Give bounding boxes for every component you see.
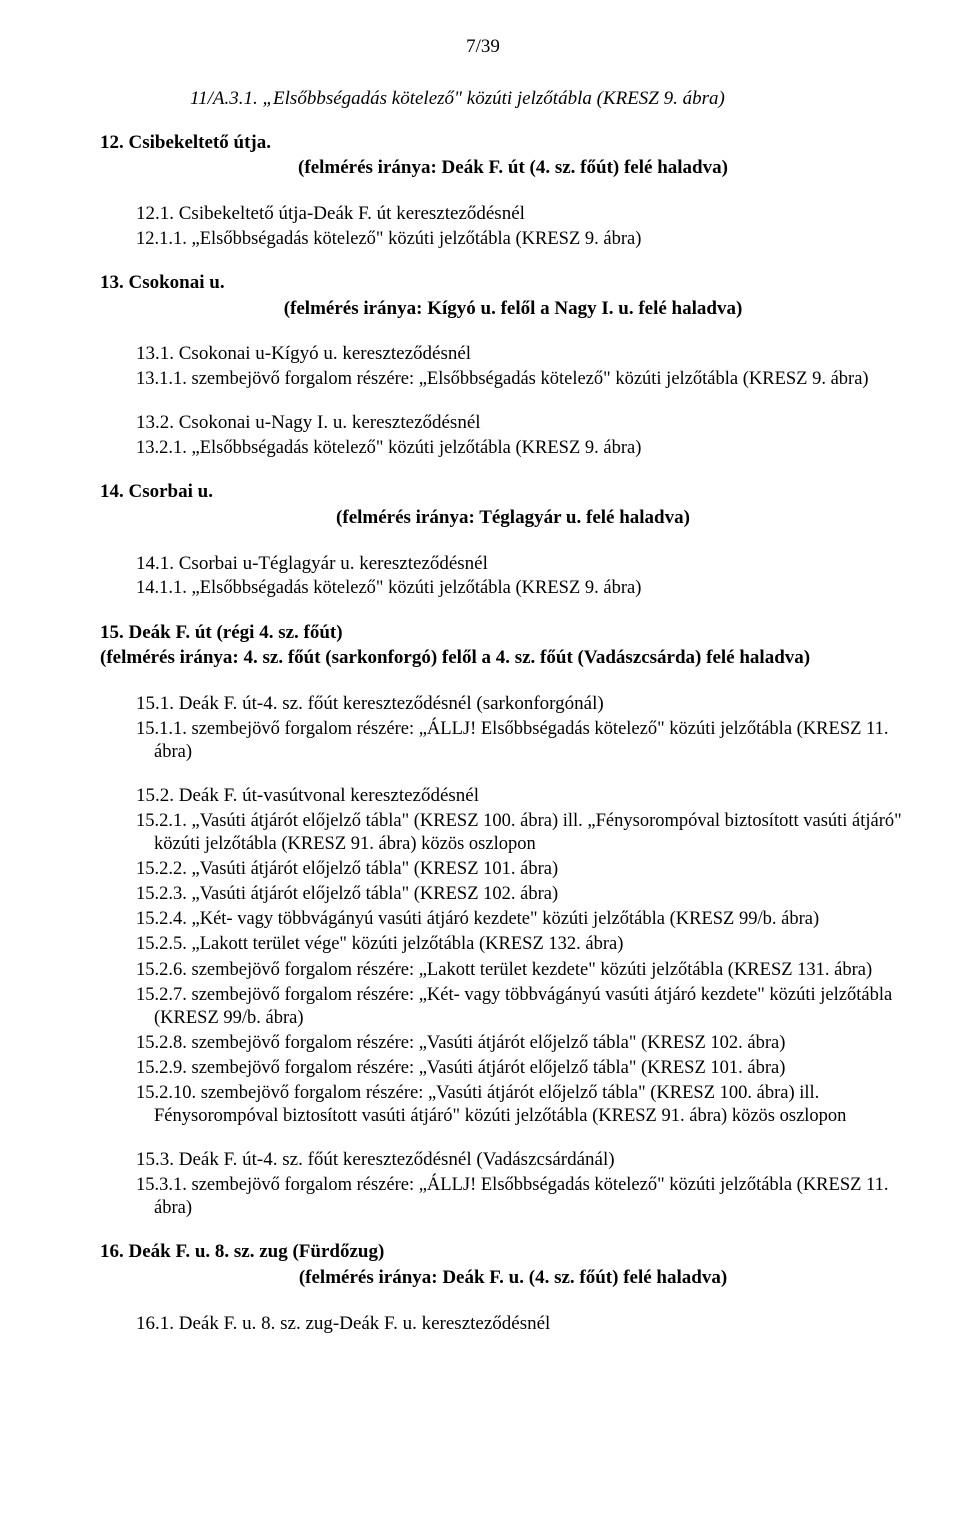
line-15-2-3: 15.2.3. „Vasúti átjárót előjelző tábla" …	[100, 883, 926, 906]
item-13-1-heading: 13.1. Csokonai u-Kígyó u. kereszteződésn…	[100, 342, 926, 366]
line-15-2-4: 15.2.4. „Két- vagy többvágányú vasúti át…	[100, 908, 926, 931]
section-12-sub: (felmérés iránya: Deák F. út (4. sz. főú…	[100, 156, 926, 180]
line-15-2-7: 15.2.7. szembejövő forgalom részére: „Ké…	[100, 984, 926, 1030]
section-16-sub: (felmérés iránya: Deák F. u. (4. sz. főú…	[100, 1266, 926, 1290]
line-15-2-9: 15.2.9. szembejövő forgalom részére: „Va…	[100, 1057, 926, 1080]
item-15-2-heading: 15.2. Deák F. út-vasútvonal kereszteződé…	[100, 784, 926, 808]
line-15-2-6: 15.2.6. szembejövő forgalom részére: „La…	[100, 959, 926, 982]
line-15-2-5: 15.2.5. „Lakott terület vége" közúti jel…	[100, 933, 926, 956]
section-14-sub: (felmérés iránya: Téglagyár u. felé hala…	[100, 506, 926, 530]
item-14-1-heading: 14.1. Csorbai u-Téglagyár u. kereszteződ…	[100, 552, 926, 576]
section-16-heading: 16. Deák F. u. 8. sz. zug (Fürdőzug)	[100, 1240, 926, 1264]
line-14-1-1: 14.1.1. „Elsőbbségadás kötelező" közúti …	[100, 577, 926, 600]
top-italic-line: 11/A.3.1. „Elsőbbségadás kötelező" közút…	[100, 87, 926, 111]
page-number: 7/39	[40, 35, 926, 59]
section-14-heading: 14. Csorbai u.	[100, 480, 926, 504]
line-13-2-1: 13.2.1. „Elsőbbségadás kötelező" közúti …	[100, 437, 926, 460]
line-12-1-1: 12.1.1. „Elsőbbségadás kötelező" közúti …	[100, 228, 926, 251]
item-15-1-heading: 15.1. Deák F. út-4. sz. főút kereszteződ…	[100, 692, 926, 716]
line-15-3-1: 15.3.1. szembejövő forgalom részére: „ÁL…	[100, 1174, 926, 1220]
line-15-2-10: 15.2.10. szembejövő forgalom részére: „V…	[100, 1082, 926, 1128]
section-13-sub: (felmérés iránya: Kígyó u. felől a Nagy …	[100, 297, 926, 321]
section-15-heading: 15. Deák F. út (régi 4. sz. főút)	[100, 621, 926, 645]
item-12-1-heading: 12.1. Csibekeltető útja-Deák F. út keres…	[100, 202, 926, 226]
item-16-1-heading: 16.1. Deák F. u. 8. sz. zug-Deák F. u. k…	[100, 1312, 926, 1336]
item-13-2-heading: 13.2. Csokonai u-Nagy I. u. kereszteződé…	[100, 411, 926, 435]
line-15-2-8: 15.2.8. szembejövő forgalom részére: „Va…	[100, 1032, 926, 1055]
line-13-1-1: 13.1.1. szembejövő forgalom részére: „El…	[100, 368, 926, 391]
section-15-sub: (felmérés iránya: 4. sz. főút (sarkonfor…	[100, 646, 926, 670]
line-15-2-2: 15.2.2. „Vasúti átjárót előjelző tábla" …	[100, 858, 926, 881]
section-12-heading: 12. Csibekeltető útja.	[100, 131, 926, 155]
section-13-heading: 13. Csokonai u.	[100, 271, 926, 295]
item-15-3-heading: 15.3. Deák F. út-4. sz. főút kereszteződ…	[100, 1148, 926, 1172]
line-15-2-1: 15.2.1. „Vasúti átjárót előjelző tábla" …	[100, 810, 926, 856]
line-15-1-1: 15.1.1. szembejövő forgalom részére: „ÁL…	[100, 718, 926, 764]
